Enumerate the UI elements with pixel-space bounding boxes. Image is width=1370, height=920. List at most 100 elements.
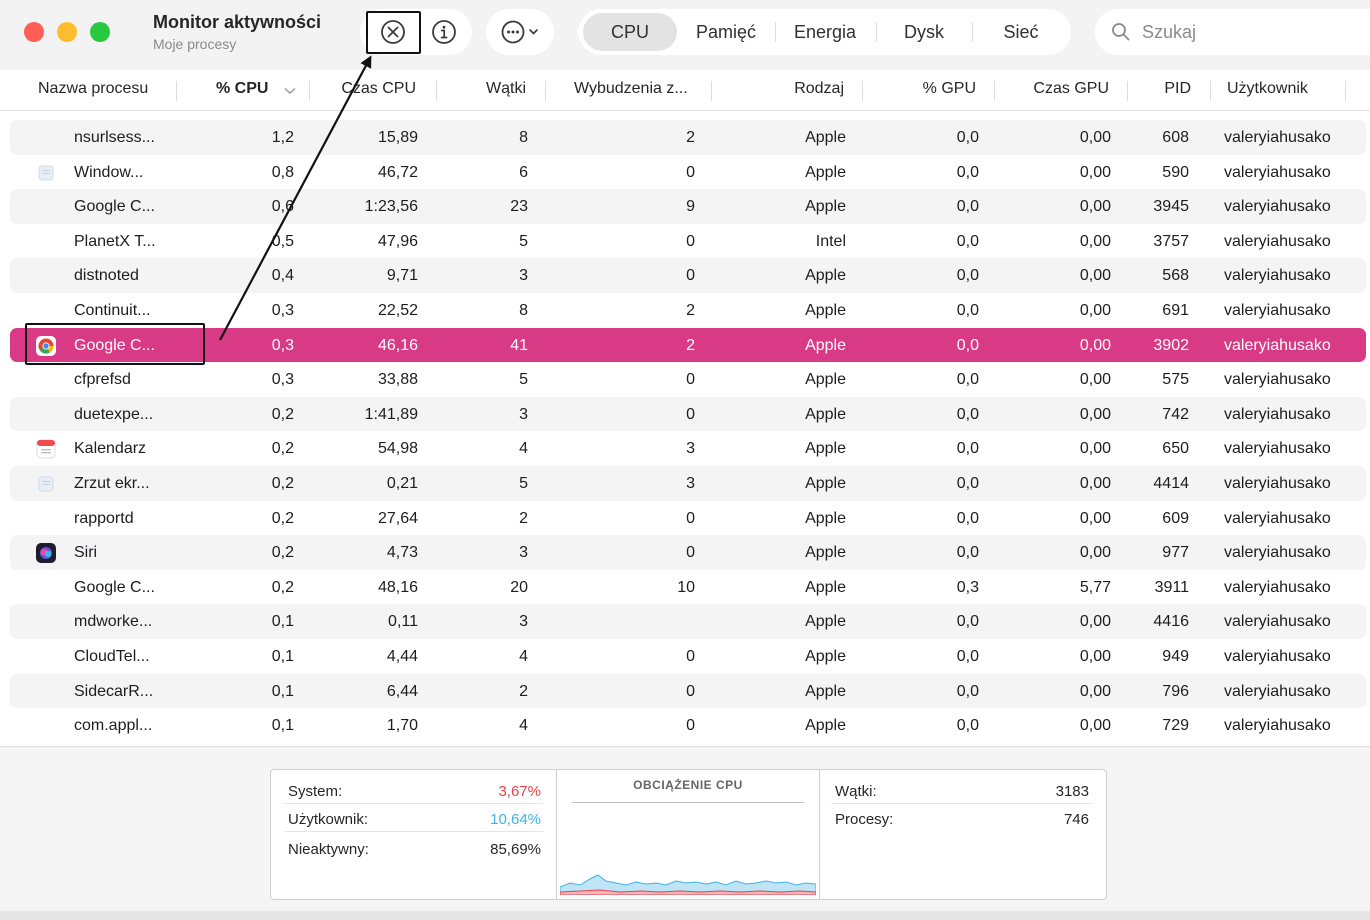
table-row[interactable]: CloudTel... 0,1 4,44 4 0 Apple 0,0 0,00 949 valer… — [10, 639, 1366, 674]
minimize-window-button[interactable] — [57, 22, 77, 42]
tab-energy[interactable]: Energia — [793, 22, 857, 42]
table-row[interactable]: cfprefsd 0,3 33,88 5 0 Apple 0,0 0,00 575 valeryi… — [10, 362, 1366, 397]
table-row[interactable]: Continuit... 0,3 22,52 8 2 Apple 0,0 0,00 691 val… — [10, 293, 1366, 328]
column-separator[interactable] — [545, 81, 546, 101]
column-separator[interactable] — [862, 81, 863, 101]
gpu-percent: 0,3 — [956, 578, 979, 596]
user-name: valeryiahusako — [1224, 682, 1331, 700]
divider — [831, 803, 1091, 804]
table-row-selected[interactable]: Google C... 0,3 46,16 41 2 Apple 0,0 0,00 3902 va… — [10, 327, 1366, 363]
gpu-time: 0,00 — [1079, 682, 1111, 700]
user-value: 10,64% — [490, 811, 541, 828]
user-name: valeryiahusako — [1224, 129, 1331, 146]
table-row[interactable]: nsurlsess... 1,2 15,89 8 2 Apple 0,0 0,00 608 val… — [10, 120, 1366, 155]
more-actions-button[interactable] — [486, 9, 554, 55]
gpu-percent: 0,0 — [956, 475, 979, 492]
column-header-wakeups[interactable]: Wybudzenia z... — [574, 80, 688, 97]
table-header: Nazwa procesu % CPU Czas CPU Wątki Wybud… — [0, 70, 1370, 111]
column-separator[interactable] — [1345, 81, 1346, 101]
table-row[interactable]: distnoted 0,4 9,71 3 0 Apple 0,0 0,00 568 valeryi… — [10, 258, 1366, 293]
zoom-window-button[interactable] — [90, 22, 110, 42]
stop-process-button[interactable] — [368, 9, 418, 55]
column-header-cpu[interactable]: % CPU — [216, 80, 269, 97]
pid: 575 — [1162, 371, 1189, 389]
chevron-down-icon — [284, 87, 296, 95]
table-row[interactable]: Google C... 0,2 48,16 20 10 Apple 0,3 5,77 3911 v… — [10, 570, 1366, 605]
tab-divider — [972, 22, 973, 42]
window-subtitle: Moje procesy — [153, 36, 237, 52]
cpu-percent: 0,5 — [271, 232, 294, 250]
table-row[interactable]: PlanetX T... 0,5 47,96 5 0 Intel 0,0 0,00 3757 va… — [10, 224, 1366, 259]
table-row[interactable]: Kalendarz 0,2 54,98 4 3 Apple 0,0 0,00 650 valery… — [10, 431, 1366, 466]
process-name: Google C... — [74, 336, 155, 354]
gpu-time: 0,00 — [1079, 302, 1111, 319]
column-header-pid[interactable]: PID — [1164, 80, 1191, 97]
gpu-time: 0,00 — [1079, 198, 1111, 216]
xmark-circle-icon — [381, 20, 405, 44]
column-header-gpu-time[interactable]: Czas GPU — [1033, 80, 1109, 97]
table-row[interactable]: Zrzut ekr... 0,2 0,21 5 3 Apple 0,0 0,00 4414 val… — [10, 466, 1366, 501]
gpu-percent: 0,0 — [956, 509, 979, 527]
table-row[interactable]: com.appl... 0,1 1,70 4 0 Apple 0,0 0,00 729 valer… — [10, 708, 1366, 743]
column-separator[interactable] — [176, 81, 177, 101]
column-separator[interactable] — [436, 81, 437, 101]
gpu-percent: 0,0 — [956, 440, 979, 458]
threads-value: 3183 — [1055, 783, 1089, 800]
panel-divider — [819, 770, 820, 899]
user-name: valeryiahusako — [1224, 648, 1331, 665]
cpu-percent: 0,6 — [271, 198, 294, 216]
threads-count: 5 — [519, 232, 528, 250]
gpu-percent: 0,0 — [956, 198, 979, 216]
tab-network[interactable]: Sieć — [1003, 22, 1039, 42]
tab-disk[interactable]: Dysk — [904, 22, 944, 42]
search-icon — [1112, 23, 1130, 41]
threads-count: 41 — [510, 336, 528, 354]
table-row[interactable]: rapportd 0,2 27,64 2 0 Apple 0,0 0,00 609 valeryi… — [10, 501, 1366, 536]
gpu-time: 0,00 — [1079, 232, 1111, 250]
window-icon — [36, 474, 56, 494]
table-row[interactable]: Siri 0,2 4,73 3 0 Apple 0,0 0,00 977 valeryiahusa… — [10, 535, 1366, 570]
table-row[interactable]: mdworke... 0,1 0,11 3 Apple 0,0 0,00 4416 valery… — [10, 604, 1366, 639]
user-name: valeryiahusako — [1224, 405, 1331, 423]
wakeups-count: 2 — [686, 302, 695, 319]
table-row[interactable]: duetexpe... 0,2 1:41,89 3 0 Apple 0,0 0,00 742 va… — [10, 396, 1366, 432]
process-kind: Apple — [805, 475, 846, 492]
divider — [285, 803, 543, 804]
table-row[interactable]: SidecarR... 0,1 6,44 2 0 Apple 0,0 0,00 796 valer… — [10, 673, 1366, 709]
info-button[interactable] — [420, 9, 468, 55]
pid: 949 — [1162, 648, 1189, 665]
window-bottom-edge — [0, 911, 1370, 920]
column-header-threads[interactable]: Wątki — [486, 80, 526, 97]
user-name: valeryiahusako — [1224, 302, 1331, 319]
user-label: Użytkownik: — [288, 811, 369, 828]
column-separator[interactable] — [1210, 81, 1211, 101]
column-separator[interactable] — [994, 81, 995, 101]
column-header-user[interactable]: Użytkownik — [1227, 80, 1308, 97]
column-header-gpu[interactable]: % GPU — [922, 80, 976, 97]
column-header-cpu-time[interactable]: Czas CPU — [341, 80, 416, 97]
search-field[interactable]: Szukaj — [1095, 9, 1370, 55]
process-name: rapportd — [74, 509, 134, 527]
tab-memory[interactable]: Pamięć — [695, 22, 757, 42]
threads-count: 4 — [519, 717, 528, 735]
user-name: valeryiahusako — [1224, 267, 1331, 285]
cpu-time: 54,98 — [377, 440, 418, 458]
process-name: PlanetX T... — [74, 232, 156, 250]
column-separator[interactable] — [1127, 81, 1128, 101]
toolbar: Monitor aktywności Moje procesy — [0, 0, 1370, 70]
cpu-time: 0,21 — [386, 475, 418, 492]
cpu-time: 46,72 — [377, 163, 418, 181]
column-separator[interactable] — [711, 81, 712, 101]
cpu-time: 22,52 — [377, 302, 418, 319]
column-header-name[interactable]: Nazwa procesu — [38, 80, 149, 97]
process-table: nsurlsess... 1,2 15,89 8 2 Apple 0,0 0,00 608 val… — [0, 120, 1370, 746]
tab-cpu[interactable]: CPU — [583, 13, 677, 51]
table-row[interactable]: Google C... 0,6 1:23,56 23 9 Apple 0,0 0,00 3945… — [10, 189, 1366, 224]
table-row[interactable]: Window... 0,8 46,72 6 0 Apple 0,0 0,00 590 valery… — [10, 155, 1366, 190]
close-window-button[interactable] — [24, 22, 44, 42]
column-header-kind[interactable]: Rodzaj — [794, 80, 844, 97]
info-circle-icon — [432, 20, 456, 44]
tab-divider — [876, 22, 877, 42]
gpu-time: 0,00 — [1079, 475, 1111, 492]
cpu-load-chart: OBCIĄŻENIE CPU — [557, 770, 819, 899]
